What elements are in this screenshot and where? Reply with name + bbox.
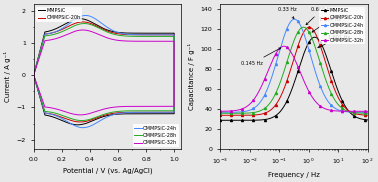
MMPSiC bbox=[218, 119, 222, 121]
Line: MMPSiC: MMPSiC bbox=[219, 36, 369, 121]
X-axis label: Frequency / Hz: Frequency / Hz bbox=[268, 172, 320, 178]
OMMPSiC-28h bbox=[301, 26, 305, 28]
Line: OMMPSiC-24h: OMMPSiC-24h bbox=[219, 18, 369, 113]
Text: 0.33 Hz: 0.33 Hz bbox=[278, 7, 296, 19]
OMMPSiC-28h bbox=[257, 110, 262, 112]
OMMPSiC-24h bbox=[366, 111, 370, 113]
OMMPSiC-20h bbox=[224, 114, 228, 116]
OMMPSiC-32h bbox=[218, 110, 222, 112]
OMMPSiC-20h bbox=[257, 113, 262, 116]
OMMPSiC-24h bbox=[359, 111, 363, 113]
OMMPSiC-20h bbox=[353, 113, 358, 115]
MMPSiC bbox=[245, 119, 250, 121]
OMMPSiC-20h bbox=[218, 114, 222, 116]
OMMPSiC-28h bbox=[224, 112, 228, 114]
OMMPSiC-20h bbox=[366, 114, 370, 116]
OMMPSiC-28h bbox=[353, 112, 358, 114]
Line: OMMPSiC-32h: OMMPSiC-32h bbox=[219, 45, 369, 112]
OMMPSiC-24h bbox=[353, 111, 358, 113]
OMMPSiC-24h bbox=[227, 111, 231, 113]
MMPSiC bbox=[353, 116, 358, 118]
MMPSiC bbox=[224, 119, 228, 121]
OMMPSiC-28h bbox=[366, 112, 370, 114]
OMMPSiC-24h bbox=[224, 111, 228, 113]
OMMPSiC-24h bbox=[245, 110, 250, 112]
MMPSiC bbox=[227, 119, 231, 121]
OMMPSiC-20h bbox=[307, 26, 311, 28]
Text: 1.044 Hz: 1.044 Hz bbox=[312, 17, 341, 32]
OMMPSiC-24h bbox=[292, 18, 296, 20]
OMMPSiC-28h bbox=[227, 112, 231, 114]
Legend: OMMPSiC-24h, OMMPSiC-28h, OMMPSiC-32h: OMMPSiC-24h, OMMPSiC-28h, OMMPSiC-32h bbox=[133, 124, 179, 147]
Line: OMMPSiC-20h: OMMPSiC-20h bbox=[219, 26, 369, 116]
Text: 0.668 Hz: 0.668 Hz bbox=[306, 7, 333, 25]
OMMPSiC-28h bbox=[218, 112, 222, 114]
Text: 1.601 Hz: 1.601 Hz bbox=[318, 35, 350, 48]
MMPSiC bbox=[257, 119, 262, 121]
OMMPSiC-24h bbox=[218, 111, 222, 113]
X-axis label: Potential / V (vs. Ag/AgCl): Potential / V (vs. Ag/AgCl) bbox=[63, 168, 152, 174]
OMMPSiC-24h bbox=[257, 102, 262, 104]
MMPSiC bbox=[359, 118, 363, 120]
OMMPSiC-20h bbox=[245, 114, 250, 116]
Y-axis label: Capacitance / F g⁻¹: Capacitance / F g⁻¹ bbox=[188, 43, 195, 110]
OMMPSiC-32h bbox=[282, 45, 286, 47]
Text: 0.145 Hz: 0.145 Hz bbox=[241, 48, 281, 66]
Y-axis label: Current / A g⁻¹: Current / A g⁻¹ bbox=[4, 51, 11, 102]
OMMPSiC-28h bbox=[245, 112, 250, 114]
OMMPSiC-32h bbox=[353, 110, 358, 112]
Legend: MMPSiC, OMMPSiC-20h, OMMPSiC-24h, OMMPSiC-28h, OMMPSiC-32h: MMPSiC, OMMPSiC-20h, OMMPSiC-24h, OMMPSi… bbox=[319, 7, 365, 44]
OMMPSiC-32h bbox=[227, 110, 231, 112]
MMPSiC bbox=[313, 36, 317, 38]
OMMPSiC-28h bbox=[359, 112, 363, 114]
OMMPSiC-32h bbox=[359, 110, 363, 112]
MMPSiC bbox=[366, 119, 370, 121]
OMMPSiC-32h bbox=[366, 110, 370, 112]
OMMPSiC-20h bbox=[359, 114, 363, 116]
OMMPSiC-20h bbox=[227, 114, 231, 116]
Line: OMMPSiC-28h: OMMPSiC-28h bbox=[219, 26, 369, 114]
OMMPSiC-32h bbox=[245, 105, 250, 107]
OMMPSiC-32h bbox=[257, 89, 262, 92]
OMMPSiC-32h bbox=[224, 110, 228, 112]
